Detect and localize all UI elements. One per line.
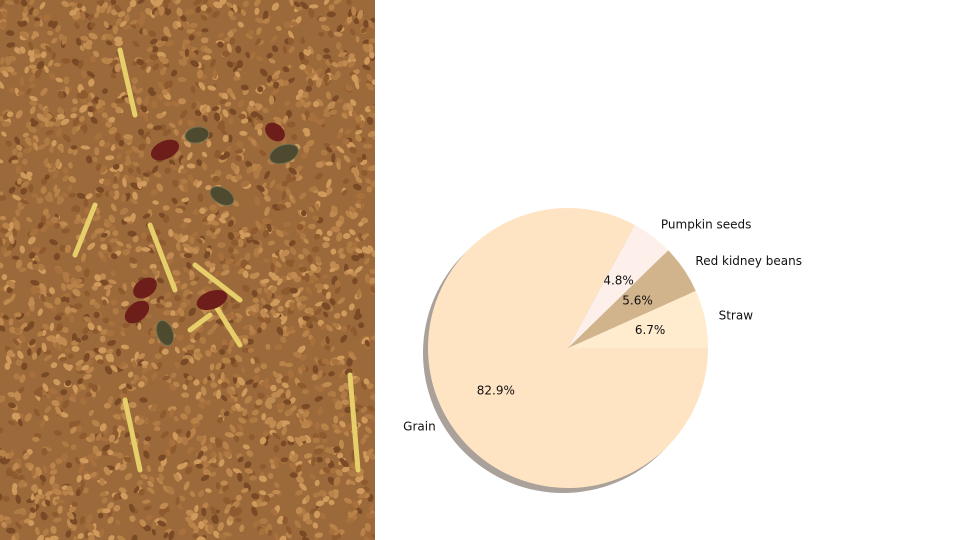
pct-label-straw: 6.7%	[635, 323, 666, 337]
slice-label-straw: Straw	[719, 308, 754, 322]
pct-label-pumpkin-seeds: 4.8%	[603, 274, 634, 288]
pie-chart: 6.7% Straw 5.6% Red kidney beans 4.8% Pumpkin…	[375, 0, 960, 540]
slice-grain	[428, 208, 708, 489]
straw-pieces	[72, 47, 361, 473]
grain-photo	[0, 0, 375, 540]
slice-red-kidney-beans	[568, 250, 696, 348]
pct-label-red-kidney-beans: 5.6%	[622, 293, 653, 307]
grain-kernels	[0, 0, 375, 540]
slice-label-grain: Grain	[403, 419, 436, 433]
pumpkin-seeds	[155, 126, 299, 347]
kidney-beans	[124, 122, 285, 324]
slice-label-pumpkin-seeds: Pumpkin seeds	[661, 218, 752, 232]
slice-pumpkin-seeds	[568, 224, 669, 348]
slice-straw	[568, 290, 708, 348]
pct-label-grain: 82.9%	[477, 384, 515, 398]
slice-label-red-kidney-beans: Red kidney beans	[695, 254, 802, 268]
